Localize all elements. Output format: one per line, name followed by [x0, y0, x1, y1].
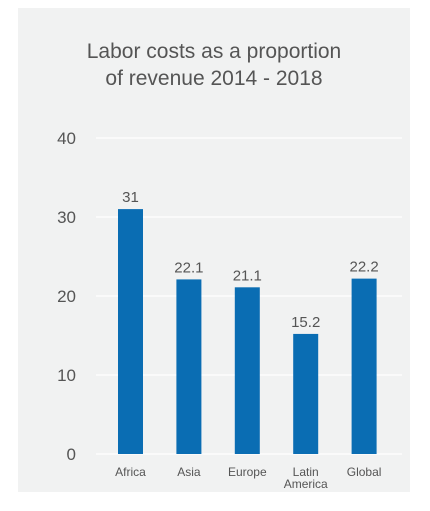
x-category-label: Asia: [177, 465, 201, 479]
bar: [176, 279, 202, 454]
data-labels: 31 22.1 21.1 15.2 22.2: [122, 189, 379, 331]
x-category-label: Global: [347, 465, 382, 479]
x-category-label: Europe: [228, 465, 267, 479]
data-label: 21.1: [233, 267, 262, 284]
y-tick-label: 0: [67, 445, 76, 464]
data-label: 22.2: [349, 259, 378, 276]
bar: [293, 333, 319, 454]
chart-card: Labor costs as a proportion of revenue 2…: [18, 8, 410, 492]
chart-title-line-2: of revenue 2014 - 2018: [105, 67, 323, 90]
bar: [234, 287, 260, 454]
chart-title: Labor costs as a proportion of revenue 2…: [18, 38, 410, 92]
bar: [118, 209, 143, 454]
y-tick-label: 20: [57, 287, 76, 306]
y-axis-ticks: 0 10 20 30 40: [57, 129, 76, 464]
data-label: 22.1: [174, 259, 203, 276]
y-tick-label: 10: [57, 366, 76, 385]
y-tick-label: 30: [57, 208, 76, 227]
data-label: 31: [122, 189, 139, 206]
x-category-label: Africa: [115, 465, 146, 479]
bar: [351, 278, 377, 454]
bars: [118, 209, 377, 454]
y-tick-label: 40: [57, 129, 76, 148]
x-category-label: Latin: [293, 465, 319, 479]
x-category-label: America: [284, 477, 328, 491]
bar-chart: 0 10 20 30 40 31 22.1 21.1 15.2 22.2 Africa Asia E…: [57, 129, 402, 491]
chart-title-line-1: Labor costs as a proportion: [86, 40, 342, 63]
data-label: 15.2: [291, 314, 320, 331]
